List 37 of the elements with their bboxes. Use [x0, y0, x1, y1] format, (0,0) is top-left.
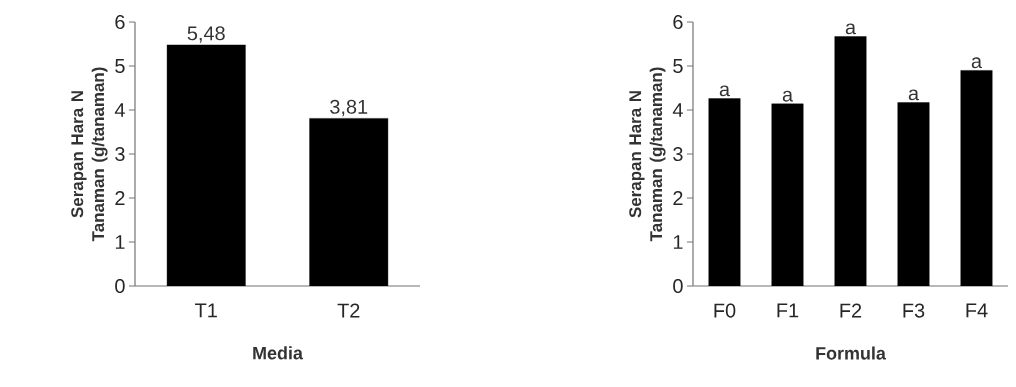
y-tick-label: 4	[672, 103, 683, 117]
y-axis-title: Serapan Hara N Tanaman (g/tanaman)	[71, 67, 108, 242]
y-tick-label: 1	[673, 235, 683, 249]
x-tick-label: F4	[966, 303, 988, 318]
y-tick-label: 5	[673, 59, 683, 73]
y-tick-label: 6	[673, 14, 683, 30]
y-tick-label: 3	[673, 146, 683, 162]
annotation: a	[719, 85, 731, 97]
y-tick-label: 4	[114, 103, 125, 117]
x-tick-label: F3	[903, 303, 925, 318]
y-tick-label: 0	[115, 278, 125, 294]
annotation: a	[971, 57, 983, 69]
y-tick-label: 3	[115, 146, 125, 162]
x-tick-label: T1	[195, 303, 217, 318]
x-tick-label: F2	[840, 303, 862, 318]
annotation: a	[845, 23, 857, 35]
x-tick-label: F1	[777, 303, 799, 318]
y-tick-label: 5	[115, 59, 125, 73]
x-axis-title: Media	[253, 346, 304, 360]
annotation: a	[908, 89, 920, 101]
bar	[771, 103, 804, 287]
y-tick-label: 2	[115, 191, 125, 205]
bar	[897, 102, 930, 287]
x-axis-title: Formula	[816, 346, 886, 360]
data-label: 5,48	[187, 26, 225, 43]
y-tick-label: 1	[115, 235, 125, 249]
y-tick-label: 6	[115, 14, 125, 30]
x-tick-label: T2	[337, 303, 360, 318]
annotation: a	[782, 90, 794, 102]
data-label: 3,81	[330, 99, 368, 117]
y-axis-title: Serapan Hara N Tanaman (g/tanaman)	[629, 67, 666, 242]
bar	[708, 98, 741, 287]
bar	[960, 70, 993, 287]
y-tick-label: 0	[673, 278, 683, 294]
y-tick-label: 2	[673, 191, 683, 205]
x-tick-label: F0	[714, 303, 736, 318]
bar	[834, 36, 867, 287]
